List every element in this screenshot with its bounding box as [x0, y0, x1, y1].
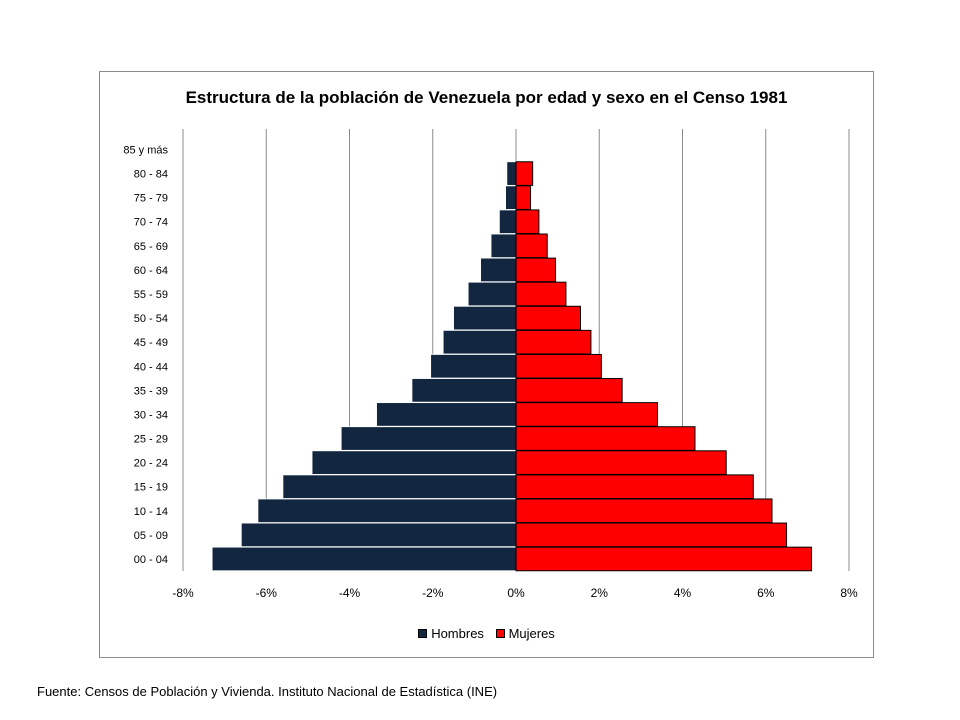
x-tick-label: -6%: [256, 586, 278, 600]
legend: Hombres Mujeres: [100, 626, 873, 641]
y-category-label: 20 - 24: [134, 458, 168, 470]
bar-hombres: [340, 426, 517, 451]
y-category-label: 00 - 04: [134, 554, 168, 566]
bar-hombres: [453, 305, 517, 331]
x-tick-label: -8%: [172, 586, 194, 600]
y-category-label: 45 - 49: [134, 337, 168, 349]
bar-mujeres: [515, 402, 659, 427]
bar-hombres: [498, 209, 517, 234]
x-tick-label: 8%: [840, 586, 858, 600]
x-tick-label: -4%: [339, 586, 361, 600]
bar-hombres: [480, 257, 517, 283]
bar-mujeres: [515, 161, 534, 186]
legend-swatch-mujeres: [495, 629, 505, 638]
bar-hombres: [490, 233, 517, 259]
y-category-label: 80 - 84: [134, 169, 168, 181]
bar-mujeres: [515, 353, 602, 379]
bar-hombres: [467, 281, 517, 307]
bar-hombres: [311, 450, 517, 475]
x-tick-label: 0%: [507, 586, 525, 600]
bar-hombres: [430, 354, 517, 379]
bar-mujeres: [515, 281, 567, 307]
bar-mujeres: [515, 450, 727, 475]
bar-hombres: [240, 522, 517, 548]
bar-hombres: [211, 546, 517, 572]
bar-mujeres: [515, 378, 623, 403]
y-category-label: 60 - 64: [134, 265, 168, 277]
legend-label-mujeres: Mujeres: [508, 626, 555, 641]
bar-mujeres: [515, 209, 540, 235]
y-category-label: 25 - 29: [134, 434, 168, 446]
bar-mujeres: [515, 185, 532, 210]
y-category-label: 85 y más: [123, 144, 168, 156]
y-category-label: 55 - 59: [134, 289, 168, 301]
bar-mujeres: [515, 522, 788, 548]
x-tick-label: 6%: [757, 586, 775, 600]
y-category-label: 50 - 54: [134, 313, 168, 325]
bar-mujeres: [515, 257, 557, 283]
y-category-label: 15 - 19: [134, 482, 168, 494]
legend-item-mujeres: Mujeres: [495, 626, 555, 641]
y-category-label: 70 - 74: [134, 217, 168, 229]
bar-mujeres: [515, 426, 696, 451]
bar-hombres: [376, 402, 517, 427]
population-pyramid-plot: -8% -6% -4% -2% 0% 2% 4% 6% 8% 00 - 04 05 - 09 10 -…: [123, 129, 858, 600]
x-tick-label: 4%: [674, 586, 692, 600]
bar-hombres: [411, 378, 517, 403]
source-note: Fuente: Censos de Población y Vivienda. …: [37, 684, 498, 699]
bar-mujeres: [515, 546, 813, 572]
bar-mujeres: [515, 498, 773, 524]
bar-mujeres: [515, 329, 592, 355]
legend-swatch-hombres: [418, 629, 428, 638]
bar-mujeres: [515, 233, 548, 259]
bar-mujeres: [515, 474, 754, 499]
y-category-label: 40 - 44: [134, 361, 168, 373]
legend-item-hombres: Hombres: [418, 626, 484, 641]
x-tick-label: -2%: [422, 586, 444, 600]
legend-label-hombres: Hombres: [431, 626, 484, 641]
bar-mujeres: [515, 305, 582, 331]
y-category-label: 75 - 79: [134, 193, 168, 205]
chart-title: Estructura de la población de Venezuela …: [185, 88, 788, 107]
y-category-label: 35 - 39: [134, 385, 168, 397]
y-category-label: 05 - 09: [134, 530, 168, 542]
x-tick-label: 2%: [591, 586, 609, 600]
y-category-label: 30 - 34: [134, 409, 168, 421]
bar-hombres: [282, 474, 517, 499]
y-category-label: 10 - 14: [134, 506, 168, 518]
bar-hombres: [506, 161, 517, 186]
y-category-label: 65 - 69: [134, 241, 168, 253]
bar-hombres: [505, 185, 517, 210]
bar-hombres: [257, 498, 517, 523]
bar-hombres: [442, 329, 517, 355]
chart-frame: Estructura de la población de Venezuela …: [99, 71, 874, 658]
